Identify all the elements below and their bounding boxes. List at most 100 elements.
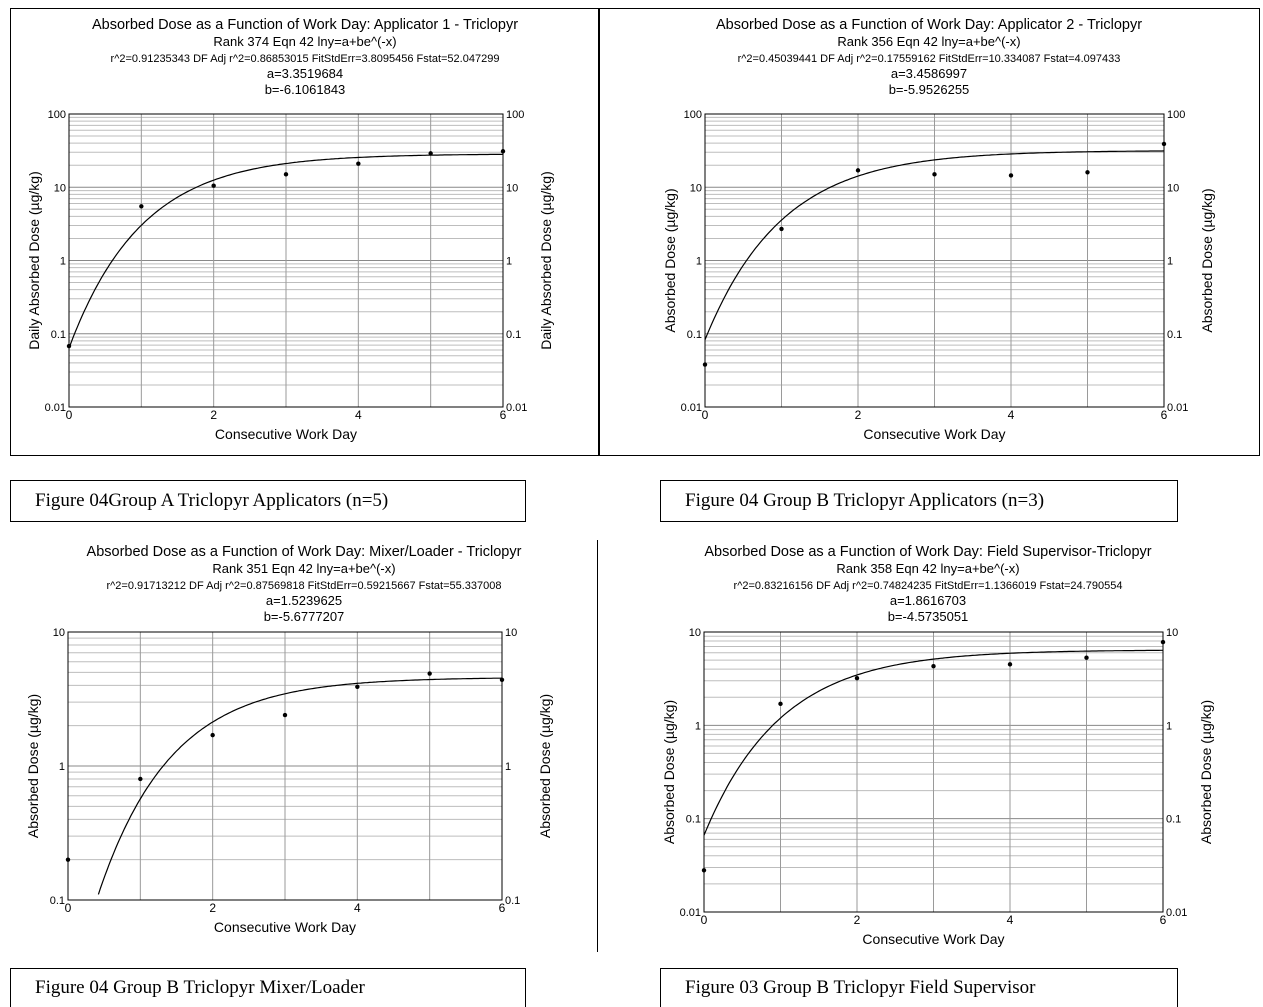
y-tick-label-right: 0.1 xyxy=(1166,814,1181,826)
y-tick-label-right: 10 xyxy=(506,182,518,194)
x-axis-label: Consecutive Work Day xyxy=(215,426,357,442)
chart-subtitle-line: b=-4.5735051 xyxy=(888,609,969,624)
data-point xyxy=(210,732,215,738)
y-axis-label-left: Absorbed Dose (µg/kg) xyxy=(661,700,677,844)
data-point xyxy=(139,204,144,209)
y-tick-label-left: 10 xyxy=(54,182,66,194)
plot-frame xyxy=(67,631,503,901)
panel-divider xyxy=(597,540,598,952)
chart-panel-applicator-2: Absorbed Dose as a Function of Work Day:… xyxy=(598,8,1260,456)
chart-panel-field-supervisor: Absorbed Dose as a Function of Work Day:… xyxy=(598,540,1258,952)
data-point xyxy=(778,701,783,707)
x-tick-label: 0 xyxy=(701,913,708,927)
data-point xyxy=(931,664,936,669)
y-tick-label-right: 0.1 xyxy=(1167,329,1182,341)
chart-title: Absorbed Dose as a Function of Work Day:… xyxy=(92,17,518,33)
y-tick-label-left: 0.1 xyxy=(50,895,65,907)
x-tick-label: 2 xyxy=(854,913,861,927)
data-point xyxy=(500,149,506,154)
chart-mixer-loader: Absorbed Dose as a Function of Work Day:… xyxy=(25,544,553,935)
data-point xyxy=(356,161,361,166)
data-point xyxy=(854,675,860,681)
y-tick-label-left: 10 xyxy=(690,182,702,194)
x-tick-label: 0 xyxy=(66,408,73,422)
data-point xyxy=(355,684,360,689)
chart-subtitle-line: Rank 351 Eqn 42 lny=a+be^(-x) xyxy=(212,561,395,576)
data-point xyxy=(499,677,505,682)
data-point xyxy=(779,226,784,232)
chart-title: Absorbed Dose as a Function of Work Day:… xyxy=(704,544,1151,560)
y-tick-label-left: 1 xyxy=(60,256,66,268)
y-tick-label-left: 0.01 xyxy=(681,402,702,414)
y-axis-label-right: Absorbed Dose (µg/kg) xyxy=(1198,700,1214,844)
y-tick-label-right: 0.1 xyxy=(506,329,521,341)
data-point xyxy=(66,343,72,349)
x-axis-label: Consecutive Work Day xyxy=(863,426,1005,442)
data-point xyxy=(138,776,143,782)
data-point xyxy=(1160,639,1166,645)
x-tick-label: 6 xyxy=(499,901,506,915)
chart-panel-applicator-1: Absorbed Dose as a Function of Work Day:… xyxy=(10,8,600,456)
figure-caption-mixer-loader: Figure 04 Group B Triclopyr Mixer/Loader xyxy=(10,968,526,1007)
y-tick-label-left: 0.1 xyxy=(687,329,702,341)
fit-curve xyxy=(97,677,503,895)
x-tick-label: 6 xyxy=(1160,913,1167,927)
y-tick-label-left: 100 xyxy=(48,109,66,121)
chart-subtitle-line: Rank 356 Eqn 42 lny=a+be^(-x) xyxy=(837,34,1020,49)
y-axis-label-right: Daily Absorbed Dose (µg/kg) xyxy=(538,171,554,349)
x-axis-label: Consecutive Work Day xyxy=(862,931,1004,947)
data-point xyxy=(1161,141,1167,147)
y-tick-label-right: 0.01 xyxy=(506,402,527,414)
y-tick-label-right: 1 xyxy=(506,256,512,268)
fit-curve xyxy=(703,649,1163,836)
y-tick-label-left: 0.01 xyxy=(45,402,66,414)
data-point xyxy=(1084,655,1089,660)
y-axis-label-right: Absorbed Dose (µg/kg) xyxy=(537,694,553,838)
chart-subtitle-line: r^2=0.83216156 DF Adj r^2=0.74824235 Fit… xyxy=(734,580,1123,592)
chart-subtitle-line: a=1.8616703 xyxy=(890,593,966,608)
grid xyxy=(703,631,1164,913)
chart-subtitle-line: r^2=0.45039441 DF Adj r^2=0.17559162 Fit… xyxy=(738,53,1121,65)
chart-subtitle-line: Rank 374 Eqn 42 lny=a+be^(-x) xyxy=(213,34,396,49)
data-point xyxy=(428,151,433,156)
data-point xyxy=(932,172,937,177)
chart-subtitle-line: r^2=0.91235343 DF Adj r^2=0.86853015 Fit… xyxy=(111,53,500,65)
x-tick-label: 0 xyxy=(65,901,72,915)
chart-applicator-2: Absorbed Dose as a Function of Work Day:… xyxy=(662,17,1215,442)
data-point xyxy=(1008,173,1014,178)
x-tick-label: 4 xyxy=(1008,408,1015,422)
chart-subtitle-line: r^2=0.91713212 DF Adj r^2=0.87569818 Fit… xyxy=(106,580,501,592)
chart-title: Absorbed Dose as a Function of Work Day:… xyxy=(87,544,522,560)
chart-subtitle-line: a=3.4586997 xyxy=(891,66,967,81)
data-point xyxy=(427,671,432,676)
x-tick-label: 4 xyxy=(355,408,362,422)
data-point xyxy=(282,712,288,718)
grid xyxy=(68,113,504,408)
y-tick-label-right: 1 xyxy=(505,761,511,773)
chart-subtitle-line: a=3.3519684 xyxy=(267,66,343,81)
plot-frame xyxy=(704,113,1165,408)
x-tick-label: 4 xyxy=(1007,913,1014,927)
y-tick-label-left: 0.1 xyxy=(51,329,66,341)
plot-frame xyxy=(703,631,1164,913)
y-tick-label-right: 10 xyxy=(1166,627,1178,639)
fit-curve xyxy=(704,150,1165,341)
y-axis-label-left: Daily Absorbed Dose (µg/kg) xyxy=(26,171,42,349)
data-point xyxy=(855,168,861,173)
chart-field-supervisor: Absorbed Dose as a Function of Work Day:… xyxy=(661,544,1214,947)
y-tick-label-left: 10 xyxy=(689,627,701,639)
data-point xyxy=(283,172,289,177)
y-axis-label-right: Absorbed Dose (µg/kg) xyxy=(1199,188,1215,332)
chart-subtitle-line: Rank 358 Eqn 42 lny=a+be^(-x) xyxy=(836,561,1019,576)
x-tick-label: 2 xyxy=(855,408,862,422)
x-tick-label: 2 xyxy=(209,901,216,915)
x-tick-label: 4 xyxy=(354,901,361,915)
data-point xyxy=(701,868,707,873)
data-point xyxy=(1085,170,1090,175)
y-tick-label-right: 0.01 xyxy=(1166,907,1187,919)
x-tick-label: 6 xyxy=(500,408,507,422)
y-tick-label-right: 10 xyxy=(505,627,517,639)
grid xyxy=(704,113,1165,408)
chart-subtitle-line: b=-6.1061843 xyxy=(265,82,346,97)
y-tick-label-left: 1 xyxy=(59,761,65,773)
